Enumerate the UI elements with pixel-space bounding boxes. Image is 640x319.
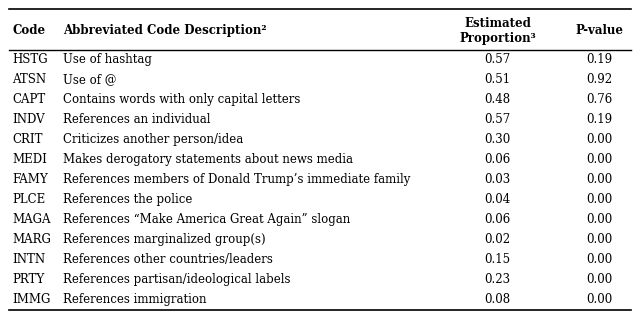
Text: 0.06: 0.06 [484,153,511,167]
Text: 0.06: 0.06 [484,213,511,226]
Text: 0.00: 0.00 [586,153,612,167]
Text: 0.00: 0.00 [586,173,612,186]
Text: 0.00: 0.00 [586,193,612,206]
Text: 0.30: 0.30 [484,133,511,146]
Text: 0.00: 0.00 [586,133,612,146]
Text: 0.03: 0.03 [484,173,511,186]
Text: Code: Code [12,25,45,38]
Text: 0.15: 0.15 [484,253,511,266]
Text: IMMG: IMMG [12,293,51,307]
Text: Criticizes another person/idea: Criticizes another person/idea [63,133,243,146]
Text: 0.23: 0.23 [484,273,511,286]
Text: 0.08: 0.08 [484,293,511,307]
Text: ATSN: ATSN [12,73,47,86]
Text: 0.57: 0.57 [484,53,511,66]
Text: CAPT: CAPT [12,93,45,106]
Text: 0.76: 0.76 [586,93,612,106]
Text: References “Make America Great Again” slogan: References “Make America Great Again” sl… [63,213,350,226]
Text: 0.19: 0.19 [586,113,612,126]
Text: P-value: P-value [575,25,623,38]
Text: Abbreviated Code Description²: Abbreviated Code Description² [63,25,266,38]
Text: References members of Donald Trump’s immediate family: References members of Donald Trump’s imm… [63,173,410,186]
Text: 0.92: 0.92 [586,73,612,86]
Text: 0.00: 0.00 [586,273,612,286]
Text: 0.02: 0.02 [484,234,511,246]
Text: INTN: INTN [12,253,45,266]
Text: 0.48: 0.48 [484,93,511,106]
Text: 0.51: 0.51 [484,73,511,86]
Text: References the police: References the police [63,193,193,206]
Text: Makes derogatory statements about news media: Makes derogatory statements about news m… [63,153,353,167]
Text: PLCE: PLCE [12,193,45,206]
Text: Contains words with only capital letters: Contains words with only capital letters [63,93,300,106]
Text: PRTY: PRTY [12,273,45,286]
Text: HSTG: HSTG [12,53,48,66]
Text: References marginalized group(s): References marginalized group(s) [63,234,266,246]
Text: References an individual: References an individual [63,113,211,126]
Text: 0.00: 0.00 [586,213,612,226]
Text: 0.19: 0.19 [586,53,612,66]
Text: References immigration: References immigration [63,293,207,307]
Text: 0.57: 0.57 [484,113,511,126]
Text: 0.00: 0.00 [586,234,612,246]
Text: Use of hashtag: Use of hashtag [63,53,152,66]
Text: INDV: INDV [12,113,45,126]
Text: 0.04: 0.04 [484,193,511,206]
Text: CRIT: CRIT [12,133,43,146]
Text: References partisan/ideological labels: References partisan/ideological labels [63,273,291,286]
Text: References other countries/leaders: References other countries/leaders [63,253,273,266]
Text: MEDI: MEDI [12,153,47,167]
Text: MAGA: MAGA [12,213,51,226]
Text: 0.00: 0.00 [586,293,612,307]
Text: FAMY: FAMY [12,173,48,186]
Text: 0.00: 0.00 [586,253,612,266]
Text: Use of @: Use of @ [63,73,116,86]
Text: Estimated
Proportion³: Estimated Proportion³ [460,17,536,45]
Text: MARG: MARG [12,234,51,246]
